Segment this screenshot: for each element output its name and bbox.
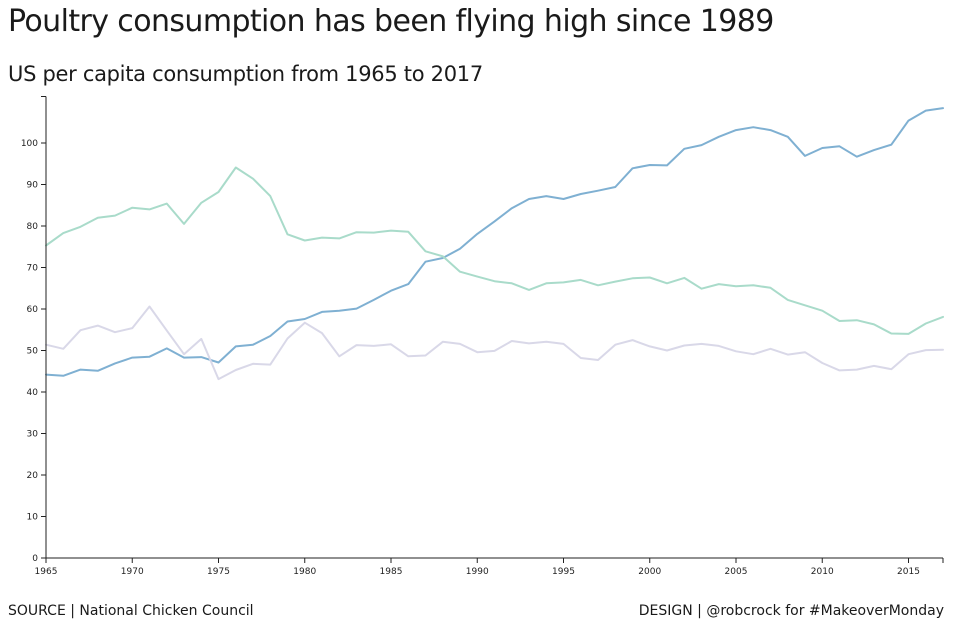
chart-title: Poultry consumption has been flying high… <box>8 4 774 39</box>
y-tick-label: 80 <box>27 222 39 232</box>
y-tick-label: 70 <box>27 264 39 274</box>
x-tick-label: 2000 <box>638 567 661 577</box>
source-note: SOURCE | National Chicken Council <box>8 603 254 619</box>
series-line-1 <box>45 107 944 377</box>
y-tick-label: 90 <box>27 181 39 191</box>
x-tick-label: 1965 <box>35 567 58 577</box>
series-line-2 <box>45 166 944 335</box>
y-tick-label: 20 <box>27 471 39 481</box>
x-tick-label: 1975 <box>207 567 230 577</box>
x-tick-label: 2010 <box>811 567 834 577</box>
x-tick-label: 1995 <box>552 567 575 577</box>
y-tick-label: 10 <box>27 513 39 523</box>
y-tick-label: 50 <box>27 347 39 357</box>
line-chart: 0 10 20 30 40 50 60 70 80 90 100 1965 1970 1975 1980 19… <box>21 96 944 577</box>
chart-lines <box>45 107 944 381</box>
y-tick-label: 40 <box>27 388 39 398</box>
x-tick-label: 1985 <box>380 567 403 577</box>
design-credit: DESIGN | @robcrock for #MakeoverMonday <box>638 603 944 619</box>
chart-axes: 0 10 20 30 40 50 60 70 80 90 100 1965 1970 1975 1980 19… <box>21 96 944 577</box>
series-line-3 <box>45 305 944 381</box>
x-tick-label: 1990 <box>466 567 489 577</box>
x-tick-label: 2015 <box>897 567 920 577</box>
x-tick-label: 1970 <box>121 567 144 577</box>
y-tick-label: 60 <box>27 305 39 315</box>
y-tick-label: 30 <box>27 430 39 440</box>
y-tick-label: 100 <box>21 139 38 149</box>
x-tick-label: 1980 <box>293 567 316 577</box>
y-tick-label: 0 <box>32 554 38 564</box>
x-tick-label: 2005 <box>725 567 748 577</box>
chart-subtitle: US per capita consumption from 1965 to 2… <box>8 62 483 86</box>
